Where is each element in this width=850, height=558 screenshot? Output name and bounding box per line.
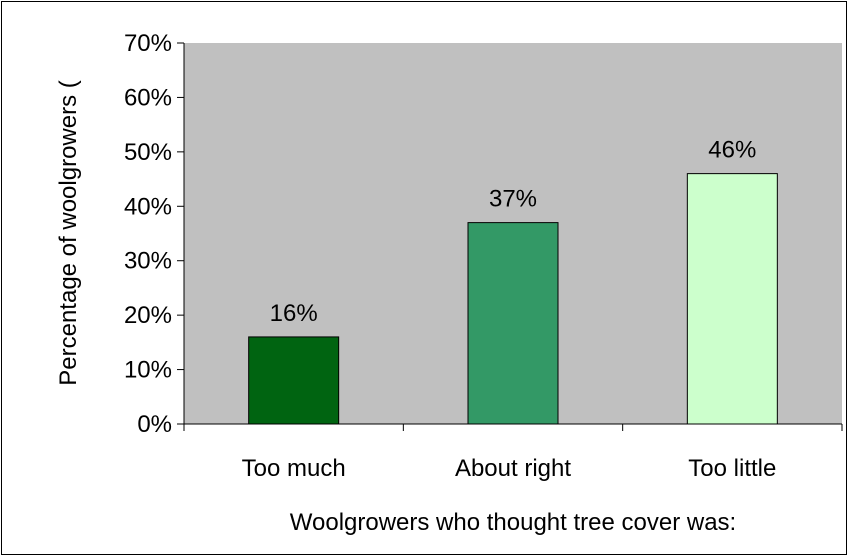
x-category-label: About right <box>455 455 571 482</box>
y-axis-ticks: 0% 10% 20% 30% 40% 50% 60% 70% <box>124 30 184 438</box>
y-tick-label: 20% <box>124 302 172 329</box>
x-category-label: Too much <box>242 455 346 482</box>
data-label: 16% <box>270 300 318 327</box>
data-label: 37% <box>489 186 537 213</box>
x-category-label: Too little <box>688 455 776 482</box>
bar-too-much <box>248 336 340 425</box>
y-axis-title: Percentage of woolgrowers ( <box>55 80 82 385</box>
y-tick-label: 60% <box>124 84 172 111</box>
y-tick-label: 0% <box>137 411 172 438</box>
y-tick-label: 40% <box>124 193 172 220</box>
x-axis-title: Woolgrowers who thought tree cover was: <box>290 509 736 536</box>
y-tick-label: 70% <box>124 30 172 57</box>
bars-group: 16% Too much 37% About right 46% Too little <box>242 137 778 482</box>
bar-about-right <box>467 222 559 425</box>
y-tick-label: 10% <box>124 357 172 384</box>
y-tick-label: 50% <box>124 139 172 166</box>
data-label: 46% <box>708 137 756 164</box>
bar-too-little <box>686 173 778 425</box>
x-axis-ticks <box>183 424 843 431</box>
y-tick-label: 30% <box>124 248 172 275</box>
